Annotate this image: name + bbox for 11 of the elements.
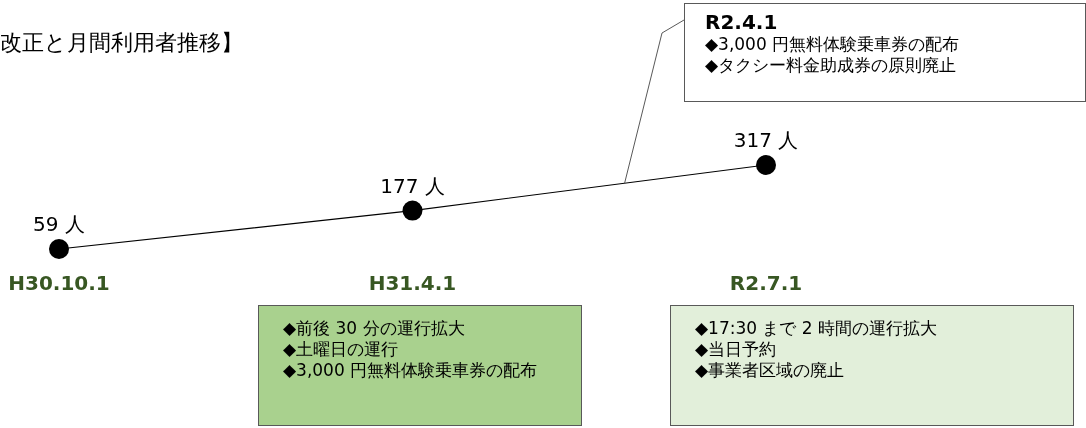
data-label: 59 人 [33, 212, 85, 236]
text: R2.4.1 [705, 10, 779, 34]
data-label: 317 人 [733, 128, 799, 152]
text: ◆3,000 円無料体験乗車券の配布 ◆タクシー料金助成券の原則廃止 [705, 34, 961, 76]
x-tick-label: R2.7.1 [729, 271, 803, 295]
text: ◆前後 30 分の運行拡大 ◆土曜日の運行 ◆3,000 円無料体験乗車券の配布 [283, 318, 539, 381]
text: ◆17:30 まで 2 時間の運行拡大 ◆当日予約 ◆事業者区域の廃止 [695, 318, 939, 381]
chart-title: 改正と月間利用者推移】 [0, 30, 243, 55]
x-tick-label: H30.10.1 [8, 271, 110, 295]
x-tick-label: H31.4.1 [368, 271, 457, 295]
data-label: 177 人 [380, 173, 445, 198]
